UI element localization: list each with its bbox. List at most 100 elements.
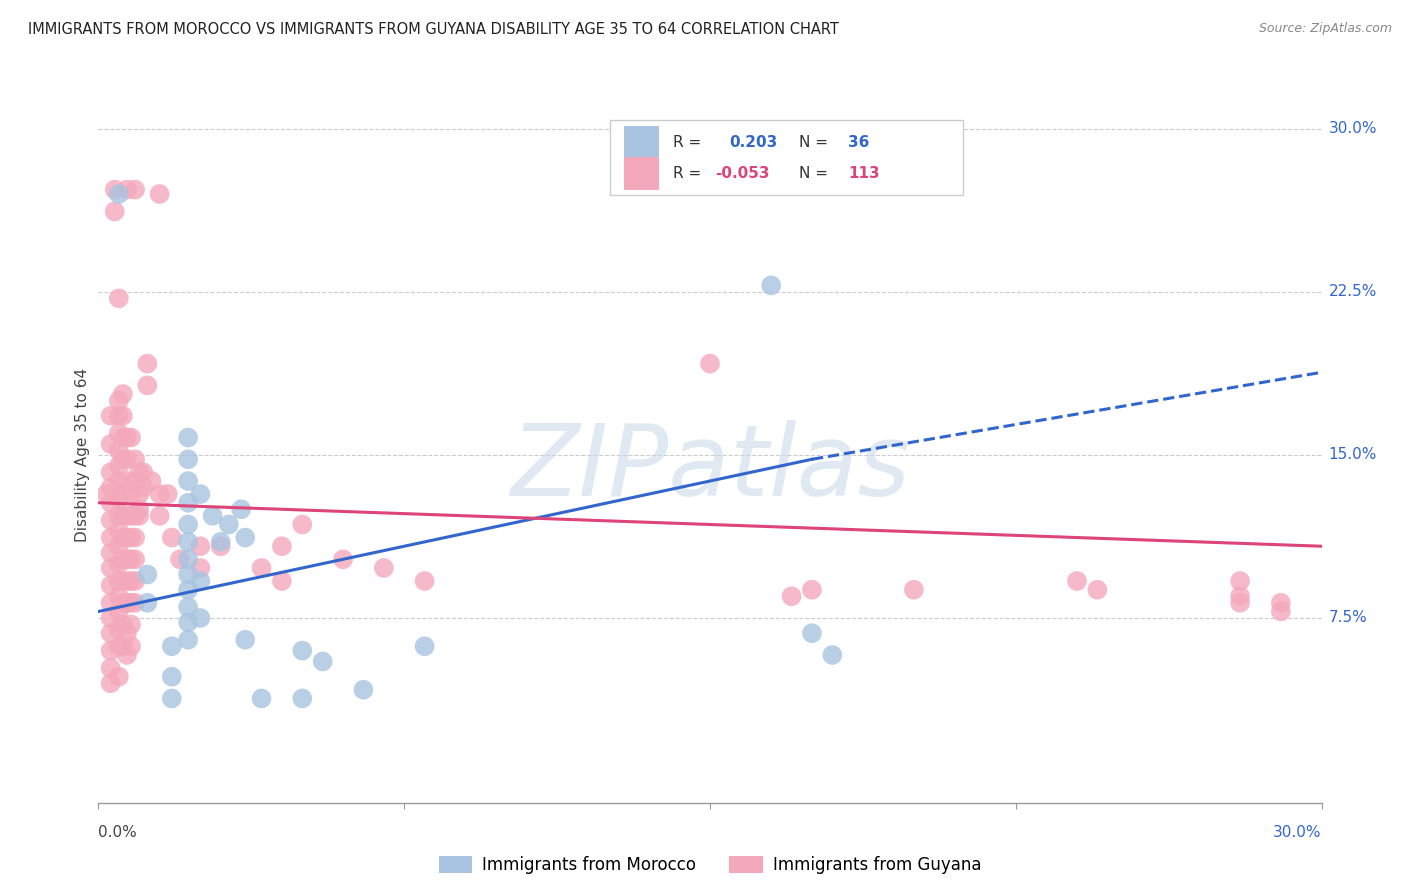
Point (120, 639, 142, 653)
Point (100, 578, 122, 592)
Point (149, 187, 172, 202)
Point (108, 670, 131, 684)
FancyBboxPatch shape (624, 157, 658, 190)
Point (233, 531, 256, 545)
Legend: Immigrants from Morocco, Immigrants from Guyana: Immigrants from Morocco, Immigrants from… (432, 849, 988, 881)
Point (1066, 574, 1088, 588)
Point (160, 531, 183, 545)
Point (100, 409, 122, 423)
Point (108, 443, 131, 458)
Point (132, 466, 155, 480)
Point (115, 552, 138, 566)
Text: 0.0%: 0.0% (98, 825, 138, 840)
Point (188, 539, 212, 553)
Point (108, 458, 131, 473)
Point (177, 552, 200, 566)
Point (115, 596, 138, 610)
Point (120, 531, 142, 545)
Point (111, 617, 134, 632)
Point (124, 452, 146, 467)
Point (128, 502, 150, 516)
Point (1229, 589, 1251, 603)
Point (188, 574, 212, 588)
Point (100, 496, 122, 510)
Point (250, 691, 273, 706)
Point (124, 183, 146, 197)
Point (111, 552, 134, 566)
Point (291, 517, 314, 532)
Point (100, 513, 122, 527)
Point (108, 639, 131, 653)
Point (111, 452, 134, 467)
Point (124, 552, 146, 566)
Point (233, 632, 256, 647)
Point (115, 648, 138, 662)
Text: -0.053: -0.053 (714, 166, 769, 181)
Point (100, 561, 122, 575)
Point (250, 561, 273, 575)
Point (177, 567, 200, 582)
Point (141, 474, 163, 488)
Point (100, 611, 122, 625)
Point (115, 574, 138, 588)
Point (120, 574, 142, 588)
Point (111, 596, 134, 610)
Point (100, 466, 122, 480)
Point (111, 508, 134, 523)
Point (108, 589, 131, 603)
Point (177, 517, 200, 532)
Point (100, 531, 122, 545)
Point (108, 474, 131, 488)
Point (291, 643, 314, 657)
Point (100, 626, 122, 640)
Text: 22.5%: 22.5% (1329, 285, 1376, 300)
Point (270, 574, 294, 588)
FancyBboxPatch shape (610, 120, 963, 195)
Point (108, 605, 131, 619)
Point (209, 534, 232, 549)
Point (128, 466, 150, 480)
Point (761, 278, 783, 293)
Point (115, 474, 138, 488)
Point (108, 524, 131, 538)
Point (108, 508, 131, 523)
Point (111, 387, 134, 401)
Point (120, 617, 142, 632)
Point (111, 431, 134, 445)
Text: IMMIGRANTS FROM MOROCCO VS IMMIGRANTS FROM GUYANA DISABILITY AGE 35 TO 64 CORREL: IMMIGRANTS FROM MOROCCO VS IMMIGRANTS FR… (28, 22, 839, 37)
Point (413, 574, 436, 588)
Point (1270, 596, 1292, 610)
Point (111, 487, 134, 501)
Point (136, 596, 159, 610)
Text: 36: 36 (848, 136, 870, 151)
Point (108, 187, 131, 202)
Point (291, 691, 314, 706)
Point (115, 183, 138, 197)
Point (332, 552, 354, 566)
Point (120, 487, 142, 501)
Text: 30.0%: 30.0% (1274, 825, 1322, 840)
Point (1229, 596, 1251, 610)
Point (169, 552, 191, 566)
Point (177, 582, 200, 597)
Point (149, 508, 172, 523)
Text: N =: N = (800, 136, 834, 151)
Text: 15.0%: 15.0% (1329, 448, 1376, 462)
Point (100, 676, 122, 690)
Point (177, 474, 200, 488)
Point (177, 632, 200, 647)
Point (156, 487, 179, 501)
Point (413, 639, 436, 653)
Point (115, 508, 138, 523)
Point (111, 409, 134, 423)
Point (96, 487, 118, 501)
Point (160, 691, 183, 706)
Point (780, 589, 803, 603)
Point (1229, 574, 1251, 588)
Point (209, 539, 232, 553)
Text: 113: 113 (848, 166, 880, 181)
Point (104, 183, 127, 197)
Point (136, 378, 159, 392)
Point (108, 426, 131, 441)
Point (120, 508, 142, 523)
